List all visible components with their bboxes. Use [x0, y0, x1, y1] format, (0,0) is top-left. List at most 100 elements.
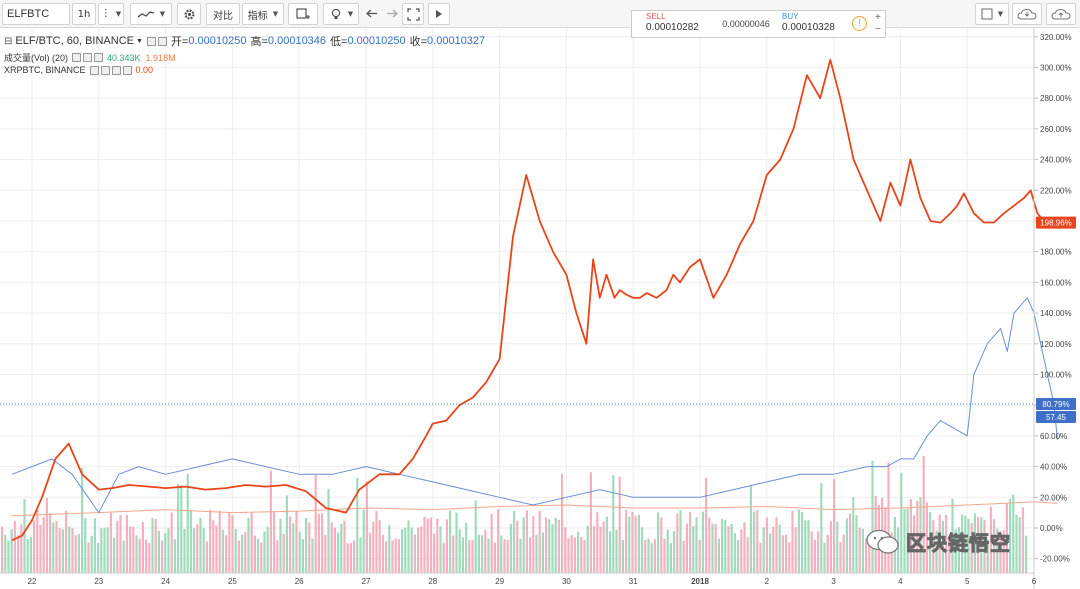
y-tick-label: 40.00% — [1040, 463, 1067, 472]
volume-bar — [420, 526, 423, 573]
volume-bar — [292, 523, 295, 573]
interval-button[interactable]: 1h — [72, 3, 96, 25]
volume-bar — [247, 518, 250, 573]
compare-button[interactable]: 对比 — [206, 3, 240, 25]
volume-bar — [938, 514, 941, 573]
volume-bar — [823, 542, 826, 573]
symbol-search-input[interactable]: ELFBTC — [2, 3, 70, 25]
plus-button[interactable]: + — [875, 12, 881, 23]
cloud-save-button[interactable] — [1012, 3, 1042, 25]
volume-bar — [557, 519, 560, 573]
volume-bar — [157, 531, 160, 573]
volume-bar — [759, 542, 762, 573]
volume-bar — [289, 516, 292, 573]
volume-bar — [682, 540, 685, 573]
close-icon[interactable] — [122, 65, 132, 75]
volume-bar — [996, 528, 999, 573]
time-scale-layer: 22 23 24 25 26 27 28 29 30 31 2018 2 3 4 5 6 — [0, 572, 1037, 586]
main-series-legend[interactable]: ⊟ ELF/BTC, 60, BINANCE ▼ 开= 0.00010250 高… — [4, 33, 485, 49]
x-tick-label: 27 — [362, 577, 371, 586]
replay-button[interactable] — [428, 3, 450, 25]
spread-value: 0.00000046 — [722, 19, 770, 29]
y-tick-label: 160.00% — [1040, 278, 1072, 287]
volume-bar — [394, 538, 397, 573]
volume-bar — [801, 512, 804, 573]
y-tick-label: -20.00% — [1040, 555, 1070, 564]
volume-bar — [4, 534, 7, 573]
collapse-icon[interactable]: ⊟ — [4, 35, 13, 47]
chart-svg[interactable]: 320.00%300.00%280.00%260.00%240.00%220.0… — [0, 28, 1080, 589]
volume-bar — [714, 523, 717, 573]
volume-bar — [861, 528, 864, 573]
chart-style-button[interactable]: ▼ — [130, 3, 172, 25]
interval-menu-button[interactable]: ⋮ ▼ — [98, 3, 124, 25]
volume-bar — [369, 532, 372, 573]
alert-button[interactable]: ▼ — [323, 3, 359, 25]
volume-bar — [858, 527, 861, 573]
buy-button[interactable]: BUY 0.00010328 — [780, 11, 842, 37]
volume-bar — [100, 528, 103, 573]
volume-bar — [7, 540, 10, 573]
cloud-upload-button[interactable] — [1046, 3, 1076, 25]
fullscreen-button[interactable] — [402, 3, 424, 25]
volume-bar — [410, 527, 413, 573]
y-tick-label: 320.00% — [1040, 33, 1072, 42]
settings-icon[interactable] — [100, 65, 110, 75]
volume-bar — [948, 536, 951, 573]
volume-bar — [417, 527, 420, 573]
volume-bar — [49, 513, 52, 573]
drawings-button[interactable] — [288, 3, 318, 25]
volume-bar — [599, 526, 602, 573]
settings-icon[interactable] — [157, 36, 167, 46]
volume-bar — [263, 531, 266, 573]
volume-bar — [778, 524, 781, 573]
redo-button[interactable] — [382, 3, 402, 25]
compare-legend[interactable]: XRPBTC, BINANCE 0.00 — [4, 65, 153, 75]
volume-bar — [836, 521, 839, 573]
volume-bar — [1002, 530, 1005, 573]
volume-bar — [282, 533, 285, 573]
volume-bar — [71, 527, 74, 573]
volume-bar — [193, 528, 196, 573]
close-icon[interactable] — [94, 53, 104, 62]
volume-bar — [602, 521, 605, 573]
settings-button[interactable] — [177, 3, 201, 25]
eye-icon[interactable] — [72, 53, 82, 62]
volume-bar — [234, 529, 237, 573]
volume-bar — [125, 515, 128, 573]
more-icon[interactable] — [111, 65, 121, 75]
volume-bar — [500, 535, 503, 573]
volume-bar — [548, 519, 551, 573]
volume-bar — [455, 512, 458, 573]
volume-bar — [61, 529, 64, 573]
xrp-last-badge-bg — [1036, 397, 1076, 410]
eye-icon[interactable] — [146, 36, 156, 46]
volume-bar — [305, 517, 308, 573]
volume-bar — [756, 510, 759, 573]
sell-button[interactable]: SELL 0.00010282 — [632, 11, 712, 37]
trade-widget: SELL 0.00010282 0.00000046 BUY 0.0001032… — [631, 10, 886, 38]
settings-icon[interactable] — [83, 53, 93, 62]
volume-legend[interactable]: 成交量(Vol) (20) 40.343K 1.918M — [4, 51, 176, 64]
volume-bar — [621, 539, 624, 573]
volume-bar — [653, 539, 656, 573]
eye-icon[interactable] — [89, 65, 99, 75]
volume-bar — [58, 527, 61, 573]
minus-button[interactable]: − — [875, 24, 881, 35]
undo-button[interactable] — [362, 3, 382, 25]
layout-button[interactable]: ▼ — [975, 3, 1009, 25]
volume-bar — [90, 535, 93, 573]
info-icon[interactable]: ! — [852, 16, 867, 31]
volume-bar — [605, 516, 608, 573]
volume-bar — [372, 521, 375, 573]
chevron-down-icon[interactable]: ▼ — [135, 37, 143, 45]
volume-bar — [749, 484, 752, 573]
volume-bar — [295, 510, 298, 573]
indicators-button[interactable]: 指标 ▼ — [242, 3, 284, 25]
volume-bar — [781, 535, 784, 573]
volume-bar — [647, 538, 650, 573]
chart-area[interactable]: 320.00% 300.00% 280.00% 260.00% 240.00% 220.0… — [0, 28, 1080, 589]
volume-bar — [458, 529, 461, 573]
volume-bar — [973, 513, 976, 573]
volume-bar — [225, 535, 228, 573]
